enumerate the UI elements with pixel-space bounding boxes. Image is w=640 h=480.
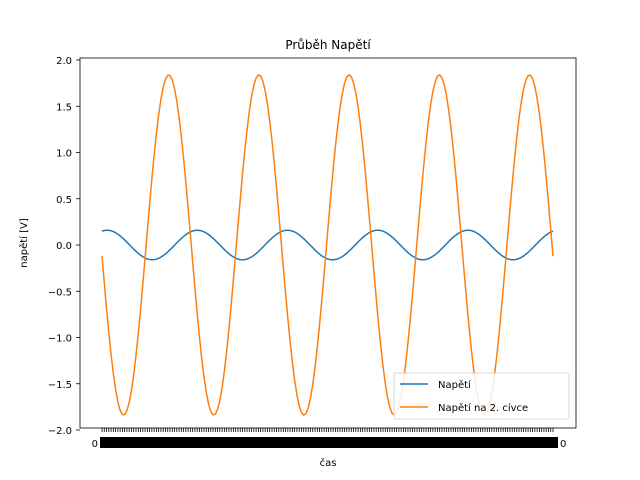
x-axis-label: čas <box>320 457 337 469</box>
y-tick-label: 0.5 <box>56 195 72 206</box>
y-tick-label: 0.0 <box>56 241 72 252</box>
chart-title: Průběh Napětí <box>285 38 371 52</box>
legend: Napětí Napětí na 2. cívce <box>393 372 570 420</box>
y-tick-label: 1.5 <box>56 102 72 113</box>
legend-label-napeti: Napětí <box>438 379 472 391</box>
y-tick-label: −2.0 <box>48 426 72 437</box>
y-tick-label: 2.0 <box>56 56 72 67</box>
x-tick-label-last: 0 <box>560 439 566 450</box>
legend-label-napeti-2-civka: Napětí na 2. cívce <box>438 402 528 414</box>
y-tick-label: −1.5 <box>48 380 72 391</box>
series-line-napeti <box>101 229 554 261</box>
x-tick-labels-overlap <box>100 437 558 448</box>
y-axis: −2.0 −1.5 −1.0 −0.5 0.0 0.5 1.0 1.5 2.0 <box>48 56 80 437</box>
legend-box <box>393 372 570 420</box>
plot-frame <box>79 57 577 429</box>
y-axis-label: napětí [V] <box>18 218 30 268</box>
y-tick-label: −0.5 <box>48 287 72 298</box>
y-tick-label: 1.0 <box>56 149 72 160</box>
y-tick-label: −1.0 <box>48 334 72 345</box>
x-tick-label-first: 0 <box>92 439 98 450</box>
